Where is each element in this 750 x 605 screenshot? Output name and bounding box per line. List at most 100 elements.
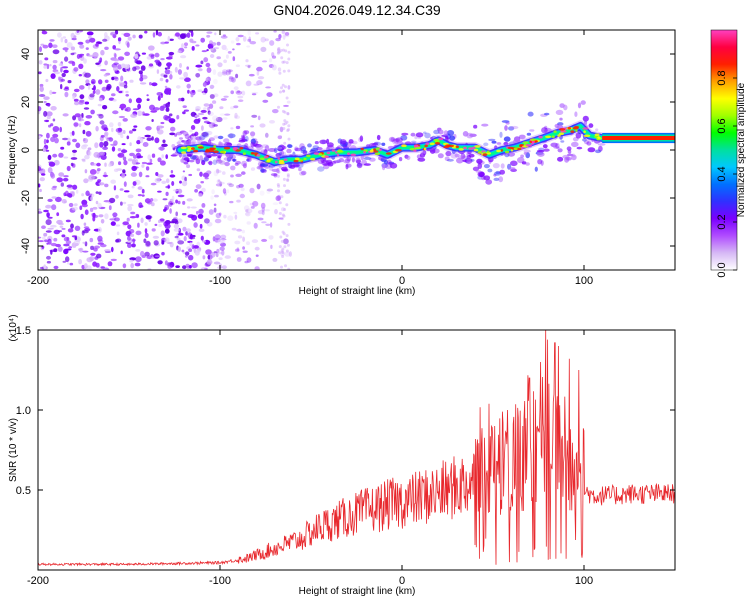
noise-speckle (244, 260, 249, 264)
noise-speckle (79, 54, 83, 58)
noise-speckle (182, 111, 186, 115)
noise-speckle (202, 172, 209, 178)
noise-speckle (202, 116, 208, 120)
ridge-hot-spot (277, 157, 281, 160)
noise-speckle (53, 248, 58, 253)
ridge-spread-blob (450, 152, 458, 159)
noise-speckle (159, 105, 165, 111)
noise-speckle (52, 60, 58, 64)
noise-speckle (207, 106, 210, 111)
noise-speckle (219, 160, 226, 165)
noise-speckle (151, 82, 158, 87)
noise-speckle (214, 32, 217, 36)
ridge-spread-blob (300, 170, 307, 176)
noise-speckle (160, 58, 165, 61)
noise-speckle (56, 177, 63, 183)
noise-speckle (81, 158, 86, 161)
ridge-hot-spot (213, 145, 217, 148)
spectrogram-y-tick-label: -20 (20, 190, 32, 206)
noise-speckle (208, 209, 214, 215)
noise-speckle (39, 86, 44, 92)
noise-speckle (197, 68, 203, 72)
noise-speckle (97, 202, 102, 209)
noise-speckle (120, 134, 124, 138)
ridge-spread-blob (508, 167, 516, 170)
noise-speckle (145, 166, 150, 171)
noise-speckle (272, 109, 279, 114)
ridge-spread-blob (204, 156, 209, 162)
noise-speckle (164, 237, 170, 244)
ridge-hot-spot (205, 148, 210, 152)
noise-speckle (261, 238, 268, 242)
noise-speckle (232, 56, 236, 62)
noise-speckle (102, 146, 108, 150)
noise-speckle (201, 125, 204, 131)
noise-speckle (90, 78, 96, 85)
noise-speckle (167, 101, 171, 105)
noise-speckle (196, 210, 199, 215)
ridge-spread-blob (300, 149, 308, 154)
noise-speckle (254, 266, 260, 270)
noise-speckle (177, 69, 182, 75)
noise-speckle (123, 181, 127, 187)
noise-speckle (223, 95, 229, 98)
noise-speckle (78, 248, 83, 251)
noise-speckle (82, 144, 89, 147)
noise-speckle (199, 223, 203, 229)
ridge-spread-blob (345, 164, 349, 170)
noise-speckle (213, 170, 219, 177)
noise-speckle (165, 185, 171, 189)
noise-speckle (72, 138, 77, 143)
ridge-spread-blob (240, 138, 248, 142)
ridge-spread-blob (312, 145, 319, 150)
noise-speckle (73, 98, 79, 102)
noise-speckle (94, 142, 99, 149)
noise-speckle (117, 152, 125, 158)
noise-speckle (213, 124, 218, 127)
noise-speckle (68, 246, 73, 249)
noise-speckle (155, 30, 159, 36)
noise-speckle (141, 52, 146, 55)
noise-speckle (66, 42, 73, 48)
noise-speckle (95, 200, 99, 205)
ridge-hot-spot (496, 149, 501, 153)
noise-speckle (230, 106, 235, 110)
ridge-spread-blob (587, 147, 596, 153)
noise-speckle (130, 262, 135, 269)
ridge-spread-blob (277, 146, 283, 150)
ridge-spread-blob (574, 111, 578, 117)
noise-speckle (230, 165, 236, 171)
noise-speckle (134, 262, 141, 267)
ridge-spread-blob (184, 133, 190, 140)
noise-speckle (206, 31, 213, 34)
ridge-spread-blob (234, 162, 239, 166)
noise-speckle (140, 65, 146, 71)
noise-speckle (157, 157, 162, 163)
noise-speckle (50, 73, 56, 79)
noise-speckle (256, 183, 261, 190)
noise-speckle (277, 189, 280, 193)
noise-speckle (119, 188, 124, 191)
ridge-hot-spot (373, 148, 377, 151)
ridge-hot-spot (395, 149, 402, 152)
noise-speckle (165, 191, 169, 196)
noise-speckle (157, 129, 164, 135)
noise-speckle (191, 46, 195, 51)
noise-speckle (246, 241, 250, 246)
ridge-spread-blob (566, 146, 572, 151)
ridge-spread-blob (387, 159, 392, 165)
noise-speckle (92, 90, 96, 94)
noise-speckle (277, 184, 281, 188)
noise-speckle (101, 124, 108, 131)
ridge-spread-blob (401, 132, 409, 136)
noise-speckle (51, 196, 57, 199)
ridge-hot-spot (572, 126, 579, 130)
noise-speckle (157, 125, 164, 129)
noise-speckle (150, 202, 155, 207)
noise-speckle (157, 190, 162, 193)
ridge-spread-blob (273, 147, 278, 153)
ridge-hot-spot (294, 157, 300, 161)
noise-speckle (43, 264, 46, 270)
noise-speckle (72, 95, 76, 100)
noise-speckle (116, 231, 120, 236)
